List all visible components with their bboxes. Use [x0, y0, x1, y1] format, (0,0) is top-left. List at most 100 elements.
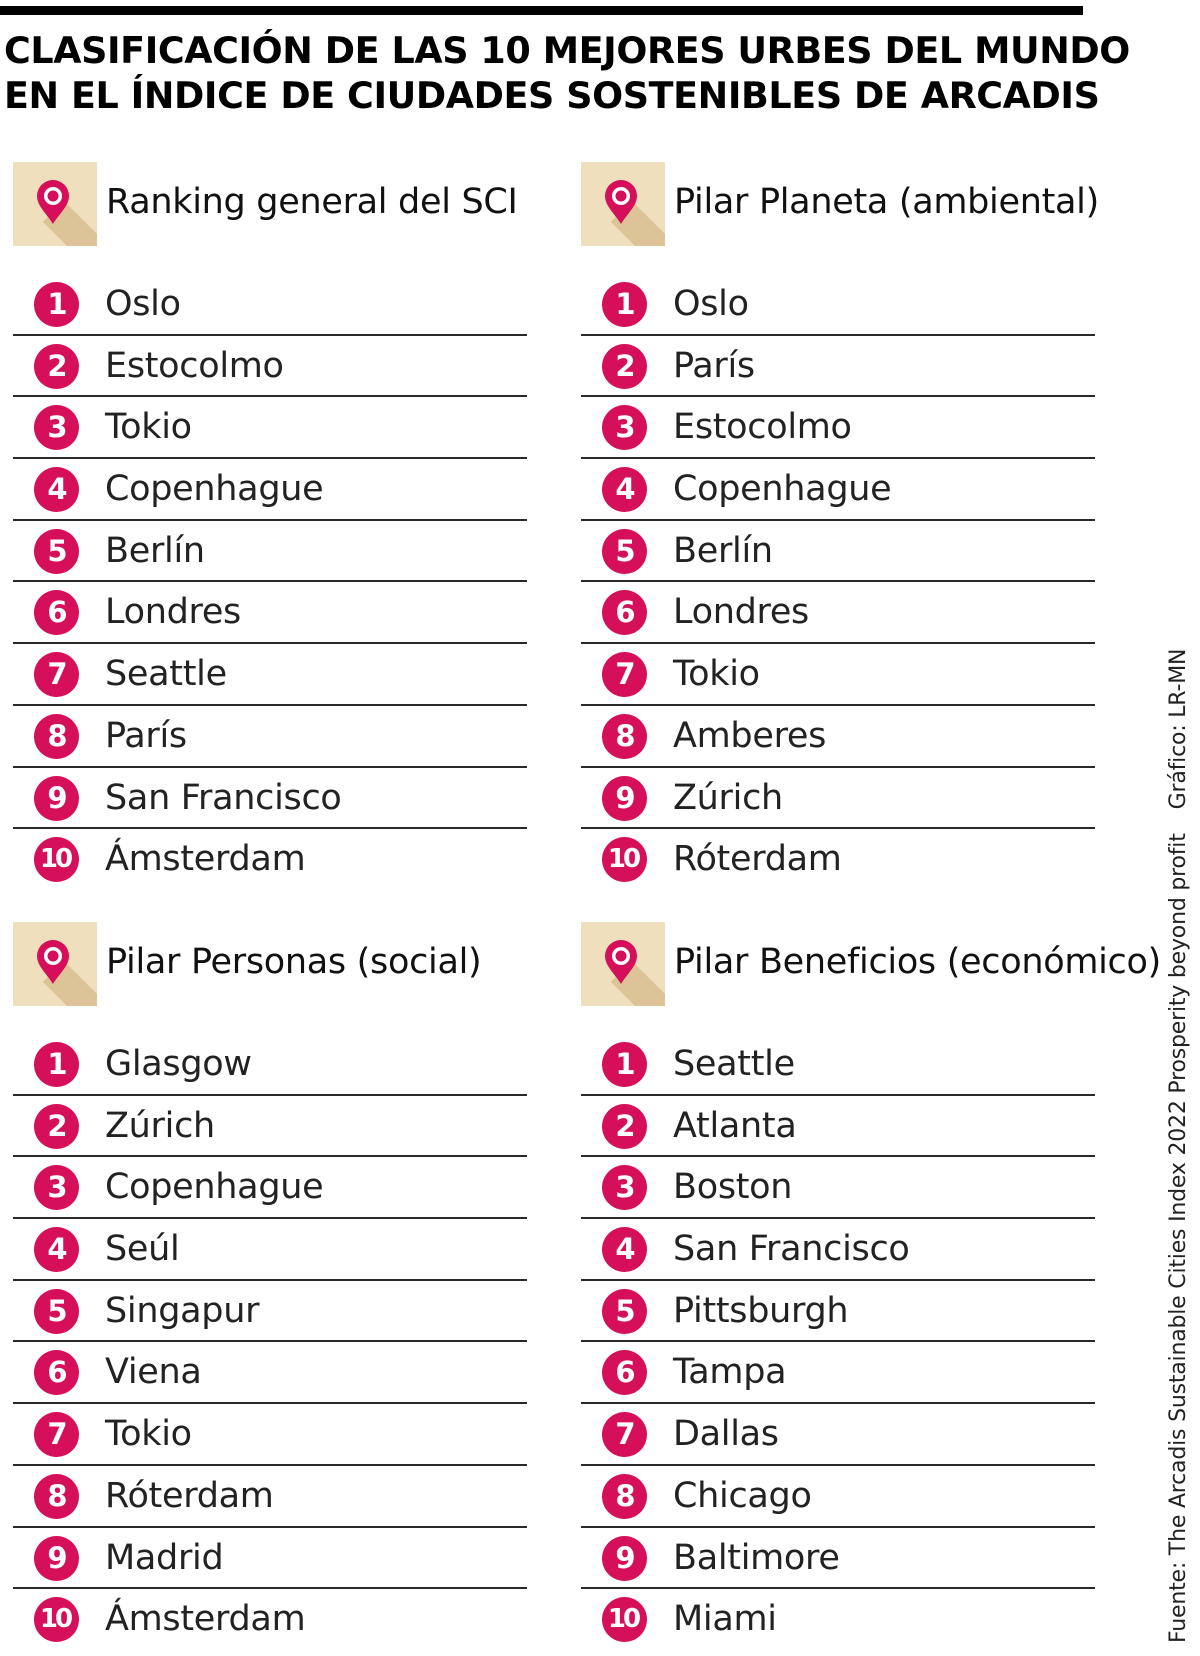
rank-item: 1 Glasgow — [13, 1034, 527, 1096]
city-name: Chicago — [673, 1475, 812, 1516]
rank-item: 2 París — [581, 336, 1095, 398]
rank-number-badge: 9 — [602, 775, 647, 821]
panel-pilar-personas: Pilar Personas (social) 1 Glasgow 2 Zúrich 3 C… — [13, 922, 573, 1643]
city-name: Seattle — [105, 654, 227, 695]
city-name: Singapur — [105, 1290, 260, 1331]
rank-number-badge: 9 — [602, 1535, 647, 1581]
rank-item: 10 Róterdam — [581, 829, 1095, 891]
rank-number-badge: 5 — [34, 528, 79, 574]
rank-number-badge: 7 — [602, 1412, 647, 1458]
city-name: Seattle — [673, 1044, 795, 1084]
rank-number-badge: 10 — [602, 837, 647, 883]
city-name: Baltimore — [673, 1537, 840, 1578]
rank-item: 1 Oslo — [13, 274, 527, 336]
rank-list: 1 Glasgow 2 Zúrich 3 Copenhague 4 Seúl 5 Singapur… — [13, 1034, 527, 1651]
city-name: Tampa — [673, 1352, 787, 1393]
panel-pilar-beneficios: Pilar Beneficios (económico) 1 Seattle 2 Atl… — [581, 922, 1161, 1643]
rank-list: 1 Seattle 2 Atlanta 3 Boston 4 San Francisco 5 Pi… — [581, 1034, 1095, 1651]
rank-item: 8 París — [13, 706, 527, 768]
rank-item: 6 Tampa — [581, 1342, 1095, 1405]
rank-item: 2 Estocolmo — [13, 336, 527, 398]
infographic-title: CLASIFICACIÓN DE LAS 10 MEJORES URBES DE… — [4, 28, 1130, 118]
rank-item: 5 Singapur — [13, 1281, 527, 1343]
city-name: Berlín — [105, 530, 205, 571]
location-pin-icon — [581, 922, 665, 1006]
rank-item: 9 Baltimore — [581, 1528, 1095, 1590]
rank-number-badge: 6 — [602, 1350, 647, 1396]
location-pin-icon — [13, 922, 97, 1006]
rank-number-badge: 2 — [602, 343, 647, 389]
rank-item: 2 Atlanta — [581, 1096, 1095, 1158]
rank-number-badge: 5 — [602, 528, 647, 574]
rank-number-badge: 3 — [34, 1165, 79, 1211]
rank-number-badge: 2 — [34, 343, 79, 389]
title-line-2: EN EL ÍNDICE DE CIUDADES SOSTENIBLES DE … — [4, 74, 1100, 117]
rank-item: 3 Estocolmo — [581, 397, 1095, 460]
city-name: Estocolmo — [105, 345, 284, 386]
rank-number-badge: 8 — [602, 1473, 647, 1519]
city-name: Seúl — [105, 1229, 180, 1270]
rank-item: 5 Berlín — [13, 521, 527, 583]
rank-number-badge: 7 — [34, 652, 79, 698]
rank-list: 1 Oslo 2 París 3 Estocolmo 4 Copenhague 5 Berlín 6… — [581, 274, 1095, 891]
rank-number-badge: 7 — [602, 652, 647, 698]
rank-item: 1 Seattle — [581, 1034, 1095, 1096]
panel-title: Ranking general del SCI — [106, 182, 518, 222]
rank-item: 4 Copenhague — [581, 459, 1095, 521]
rank-number-badge: 4 — [602, 467, 647, 513]
rank-number-badge: 4 — [602, 1227, 647, 1273]
city-name: Viena — [105, 1352, 202, 1393]
city-name: Amberes — [673, 715, 827, 756]
rank-item: 3 Copenhague — [13, 1157, 527, 1220]
city-name: Copenhague — [105, 1167, 324, 1208]
panel-title: Pilar Personas (social) — [106, 942, 482, 982]
rank-item: 3 Boston — [581, 1157, 1095, 1220]
rank-number-badge: 1 — [602, 282, 647, 327]
rank-number-badge: 6 — [602, 590, 647, 636]
city-name: Dallas — [673, 1414, 779, 1455]
top-rule — [0, 6, 1083, 15]
city-name: Miami — [673, 1599, 777, 1640]
rank-item: 5 Pittsburgh — [581, 1281, 1095, 1343]
rank-number-badge: 8 — [34, 713, 79, 759]
city-name: Tokio — [105, 1414, 192, 1455]
rank-number-badge: 2 — [602, 1103, 647, 1149]
rank-number-badge: 8 — [34, 1473, 79, 1519]
city-name: Tokio — [673, 654, 760, 695]
rank-item: 8 Róterdam — [13, 1466, 527, 1528]
rank-item: 10 Ámsterdam — [13, 829, 527, 891]
rank-item: 8 Amberes — [581, 706, 1095, 768]
city-name: Oslo — [105, 284, 181, 324]
city-name: Copenhague — [673, 469, 892, 510]
rank-number-badge: 10 — [602, 1597, 647, 1643]
rank-number-badge: 8 — [602, 713, 647, 759]
rank-number-badge: 2 — [34, 1103, 79, 1149]
panel-header: Pilar Beneficios (económico) — [581, 922, 1161, 1006]
city-name: Estocolmo — [673, 407, 852, 448]
rank-number-badge: 5 — [602, 1288, 647, 1334]
rank-item: 7 Tokio — [13, 1404, 527, 1466]
rank-item: 6 Londres — [581, 582, 1095, 645]
panel-ranking-general: Ranking general del SCI 1 Oslo 2 Estocolmo 3 T… — [13, 162, 573, 883]
city-name: Londres — [673, 592, 809, 633]
rank-item: 8 Chicago — [581, 1466, 1095, 1528]
rank-number-badge: 7 — [34, 1412, 79, 1458]
panel-title: Pilar Beneficios (económico) — [674, 942, 1161, 982]
city-name: Zúrich — [673, 777, 783, 818]
rank-item: 2 Zúrich — [13, 1096, 527, 1158]
rank-item: 7 Dallas — [581, 1404, 1095, 1466]
rank-number-badge: 6 — [34, 1350, 79, 1396]
city-name: Glasgow — [105, 1044, 252, 1084]
rank-number-badge: 3 — [602, 405, 647, 451]
rank-number-badge: 1 — [34, 1042, 79, 1087]
location-pin-icon — [581, 162, 665, 246]
city-name: San Francisco — [105, 777, 342, 818]
title-line-1: CLASIFICACIÓN DE LAS 10 MEJORES URBES DE… — [4, 29, 1130, 72]
panel-title: Pilar Planeta (ambiental) — [674, 182, 1099, 222]
rank-item: 7 Seattle — [13, 644, 527, 706]
city-name: Madrid — [105, 1537, 224, 1578]
city-name: Atlanta — [673, 1105, 797, 1146]
rank-item: 4 Copenhague — [13, 459, 527, 521]
rank-number-badge: 6 — [34, 590, 79, 636]
city-name: Ámsterdam — [105, 839, 306, 880]
